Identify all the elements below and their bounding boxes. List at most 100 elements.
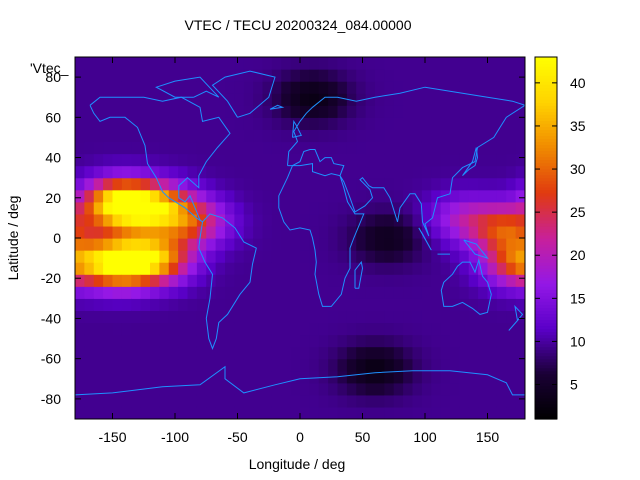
heatmap-cell (346, 93, 357, 106)
heatmap-cell (253, 129, 264, 143)
heatmap-cell (459, 250, 470, 263)
heatmap-cell (309, 394, 320, 408)
heatmap-cell (196, 382, 207, 396)
heatmap-cell (262, 225, 273, 239)
heatmap-cell (103, 310, 114, 324)
heatmap-cell (75, 298, 85, 311)
heatmap-cell (356, 274, 367, 287)
heatmap-cell (431, 81, 442, 94)
heatmap-cell (403, 153, 414, 167)
heatmap-cell (112, 81, 123, 94)
heatmap-cell (496, 141, 507, 155)
heatmap-cell (365, 213, 376, 227)
heatmap-cell (421, 382, 432, 396)
heatmap-cell (375, 129, 385, 143)
heatmap-cell (121, 370, 132, 384)
heatmap-cell (459, 322, 470, 336)
heatmap-cell (234, 213, 245, 227)
heatmap-cell (328, 262, 339, 275)
heatmap-cell (384, 93, 395, 106)
heatmap-cell (150, 69, 160, 82)
heatmap-cell (131, 69, 142, 82)
heatmap-cell (196, 334, 207, 348)
heatmap-cell (215, 274, 226, 287)
heatmap-cell (309, 322, 320, 336)
heatmap-cell (271, 153, 282, 167)
heatmap-cell (468, 81, 479, 94)
heatmap-cell (393, 141, 404, 155)
heatmap-cell (309, 238, 320, 251)
heatmap-cell (496, 334, 507, 348)
colorbar-segment (535, 135, 557, 140)
colorbar-segment (535, 370, 557, 375)
heatmap-cell (346, 358, 357, 372)
heatmap-cell (253, 213, 264, 227)
heatmap-cell (300, 213, 310, 227)
heatmap-cell (356, 286, 367, 299)
heatmap-cell (412, 310, 423, 324)
heatmap-cell (450, 322, 460, 336)
heatmap-cell (328, 129, 339, 143)
heatmap-cell (515, 262, 525, 275)
heatmap-cell (309, 69, 320, 82)
heatmap-cell (515, 153, 525, 167)
heatmap-cell (150, 81, 160, 94)
heatmap-cell (290, 81, 301, 94)
heatmap-cell (121, 129, 132, 143)
heatmap-cell (84, 274, 95, 287)
heatmap-cell (84, 334, 95, 348)
heatmap-cell (271, 322, 282, 336)
colorbar-segment (535, 301, 557, 305)
heatmap-cell (206, 394, 217, 408)
heatmap-cell (328, 358, 339, 372)
heatmap-cell (309, 370, 320, 384)
heatmap-cell (309, 382, 320, 396)
colorbar-segment (535, 177, 557, 182)
heatmap-cell (300, 69, 310, 82)
heatmap-cell (356, 346, 367, 360)
heatmap-cell (309, 93, 320, 106)
heatmap-cell (440, 117, 451, 130)
heatmap-cell (459, 225, 470, 239)
heatmap-cell (412, 69, 423, 82)
heatmap-cell (412, 262, 423, 275)
heatmap-cell (168, 370, 179, 384)
heatmap-cell (187, 153, 198, 167)
heatmap-cell (450, 201, 460, 215)
heatmap-cell (421, 165, 432, 179)
heatmap-cell (337, 298, 348, 311)
heatmap-cell (337, 165, 348, 179)
heatmap-cell (93, 262, 104, 275)
heatmap-cell (253, 394, 264, 408)
heatmap-cell (393, 286, 404, 299)
heatmap-cell (421, 93, 432, 106)
heatmap-cell (281, 394, 292, 408)
heatmap-cell (375, 93, 385, 106)
heatmap-cell (440, 382, 451, 396)
heatmap-cell (318, 406, 329, 419)
heatmap-cell (112, 213, 123, 227)
heatmap-cell (412, 201, 423, 215)
heatmap-cell (300, 310, 310, 324)
heatmap-cell (243, 370, 254, 384)
heatmap-cell (75, 406, 85, 419)
heatmap-cell (196, 189, 207, 203)
heatmap-cell (206, 358, 217, 372)
heatmap-cell (337, 213, 348, 227)
heatmap-cell (262, 310, 273, 324)
heatmap-cell (140, 334, 151, 348)
heatmap-cell (290, 238, 301, 251)
heatmap-cell (84, 165, 95, 179)
heatmap-cell (168, 141, 179, 155)
heatmap-cell (346, 141, 357, 155)
colorbar-segment (535, 168, 557, 173)
heatmap-cell (103, 322, 114, 336)
heatmap-cell (75, 358, 85, 372)
heatmap-cell (328, 406, 339, 419)
heatmap-cell (215, 93, 226, 106)
heatmap-cell (243, 274, 254, 287)
heatmap-cell (440, 262, 451, 275)
colorbar-segment (535, 96, 557, 100)
heatmap-cell (206, 286, 217, 299)
heatmap-cell (365, 298, 376, 311)
